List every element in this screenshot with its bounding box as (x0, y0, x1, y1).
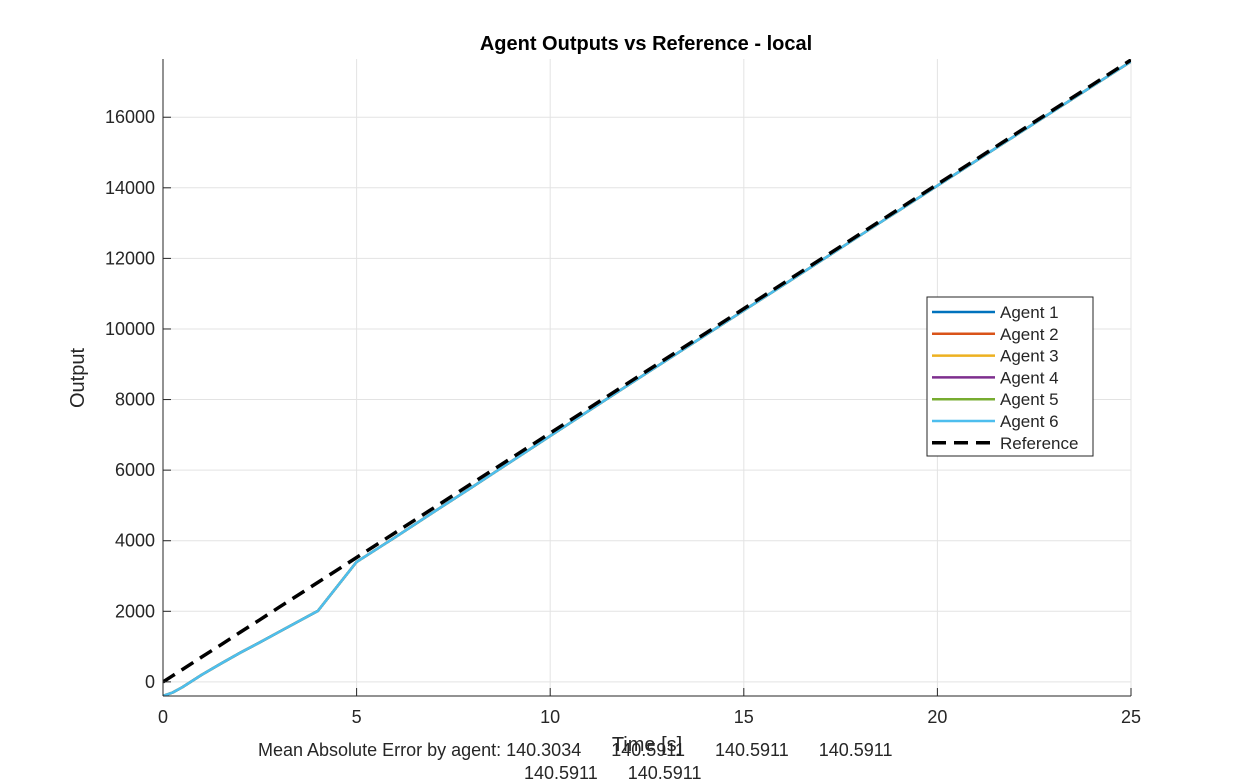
y-tick-label: 2000 (115, 601, 155, 621)
legend-label: Agent 2 (1000, 325, 1059, 344)
mae-caption-line-2: 140.5911 140.5911 (524, 763, 702, 783)
y-tick-label: 10000 (105, 319, 155, 339)
chart-title: Agent Outputs vs Reference - local (480, 33, 812, 55)
data-lines (163, 59, 1131, 696)
series-line-reference (163, 59, 1131, 684)
legend-label: Reference (1000, 434, 1078, 453)
y-tick-label: 16000 (105, 107, 155, 127)
legend-label: Agent 5 (1000, 390, 1059, 409)
legend-label: Agent 4 (1000, 368, 1059, 387)
y-tick-label: 4000 (115, 531, 155, 551)
x-tick-label: 10 (540, 707, 560, 727)
axes (162, 59, 1132, 697)
y-tick-label: 0 (145, 672, 155, 692)
legend: Agent 1 Agent 2 Agent 3 Agent 4 Agent 5 Agent… (926, 296, 1094, 457)
legend-label: Agent 3 (1000, 347, 1059, 366)
tick-labels: 0 5 10 15 20 25 0 2000 4000 6000 8000 10000 12000 140… (105, 107, 1141, 727)
x-tick-label: 5 (352, 707, 362, 727)
x-tick-label: 15 (734, 707, 754, 727)
y-tick-label: 8000 (115, 390, 155, 410)
legend-label: Agent 6 (1000, 412, 1059, 431)
x-tick-label: 25 (1121, 707, 1141, 727)
y-axis-label: Output (67, 348, 89, 408)
x-tick-label: 20 (927, 707, 947, 727)
y-tick-label: 6000 (115, 460, 155, 480)
y-tick-label: 12000 (105, 248, 155, 268)
x-axis-label: Time [s] (612, 734, 682, 756)
y-tick-label: 14000 (105, 178, 155, 198)
legend-label: Agent 1 (1000, 303, 1059, 322)
x-tick-label: 0 (158, 707, 168, 727)
mae-caption-line-1: Mean Absolute Error by agent: 140.3034 1… (258, 740, 893, 760)
